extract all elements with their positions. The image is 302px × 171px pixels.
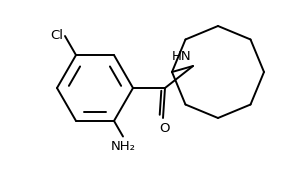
Text: Cl: Cl: [50, 29, 63, 42]
Text: HN: HN: [171, 50, 191, 63]
Text: O: O: [159, 122, 169, 135]
Text: NH₂: NH₂: [111, 141, 136, 154]
